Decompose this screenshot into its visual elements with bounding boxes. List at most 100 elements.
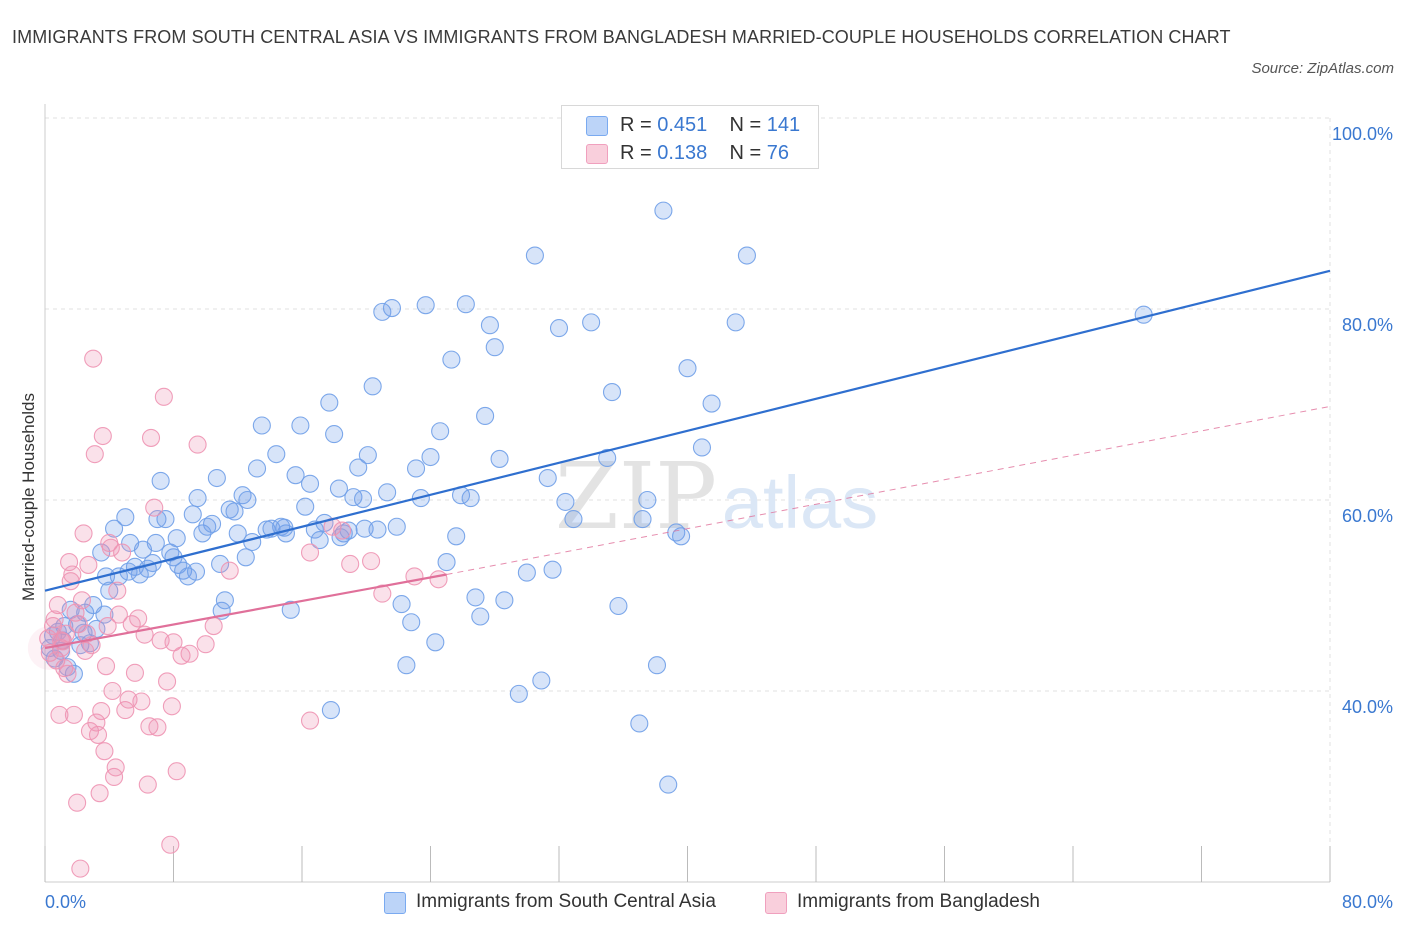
point-south-central-asia bbox=[638, 490, 657, 510]
point-bangladesh bbox=[300, 543, 320, 562]
point-south-central-asia bbox=[281, 600, 300, 619]
point-south-central-asia bbox=[702, 394, 721, 413]
point-south-central-asia bbox=[480, 316, 499, 335]
point-south-central-asia bbox=[355, 519, 374, 538]
point-south-central-asia bbox=[543, 560, 562, 579]
point-south-central-asia bbox=[207, 468, 226, 488]
r-value: 0.451 bbox=[657, 114, 708, 136]
legend-swatch-pink bbox=[586, 144, 608, 164]
point-bangladesh bbox=[71, 859, 90, 878]
point-south-central-asia bbox=[225, 502, 244, 521]
point-bangladesh bbox=[138, 775, 157, 794]
point-bangladesh bbox=[188, 435, 207, 454]
point-bangladesh bbox=[95, 742, 114, 761]
point-bangladesh bbox=[109, 605, 128, 624]
series-legend-label: Immigrants from Bangladesh bbox=[797, 891, 1040, 912]
point-bangladesh bbox=[154, 387, 173, 406]
point-south-central-asia bbox=[296, 497, 315, 516]
point-bangladesh bbox=[98, 617, 117, 636]
point-bangladesh bbox=[85, 445, 104, 464]
point-south-central-asia bbox=[509, 684, 528, 703]
point-south-central-asia bbox=[105, 519, 124, 538]
point-bangladesh bbox=[180, 644, 199, 663]
point-bangladesh bbox=[141, 428, 161, 447]
point-bangladesh bbox=[162, 697, 181, 716]
y-tick-label: 80.0% bbox=[1342, 315, 1393, 335]
point-south-central-asia bbox=[64, 664, 83, 683]
x-tick-label: 80.0% bbox=[1342, 892, 1393, 912]
point-south-central-asia bbox=[416, 296, 435, 315]
n-value: 141 bbox=[766, 114, 801, 136]
trend-layer bbox=[44, 269, 1331, 650]
point-south-central-asia bbox=[659, 775, 678, 794]
trend-line-south-central-asia bbox=[44, 269, 1331, 592]
point-bangladesh bbox=[167, 762, 186, 781]
point-south-central-asia bbox=[437, 553, 456, 572]
point-bangladesh bbox=[101, 538, 120, 557]
point-south-central-asia bbox=[633, 510, 652, 529]
point-south-central-asia bbox=[426, 633, 445, 652]
point-south-central-asia bbox=[156, 510, 175, 529]
point-south-central-asia bbox=[186, 562, 206, 581]
point-south-central-asia bbox=[654, 201, 673, 220]
point-south-central-asia bbox=[471, 607, 490, 626]
point-bangladesh bbox=[108, 581, 127, 600]
y-tick-label: 60.0% bbox=[1342, 506, 1393, 526]
point-south-central-asia bbox=[238, 490, 257, 510]
point-bangladesh bbox=[125, 663, 144, 682]
point-bangladesh bbox=[132, 692, 151, 711]
n-value: 76 bbox=[766, 142, 790, 164]
point-south-central-asia bbox=[167, 529, 186, 548]
point-south-central-asia bbox=[247, 459, 267, 478]
y-axis-label: Married-couple Households bbox=[19, 393, 38, 601]
point-bangladesh bbox=[50, 705, 69, 724]
point-bangladesh bbox=[92, 702, 111, 721]
r-label: R = bbox=[620, 114, 652, 136]
point-south-central-asia bbox=[325, 425, 344, 444]
point-south-central-asia bbox=[495, 591, 514, 610]
r-value: 0.138 bbox=[657, 142, 708, 164]
point-south-central-asia bbox=[310, 531, 329, 550]
point-bangladesh bbox=[220, 561, 239, 580]
point-south-central-asia bbox=[672, 527, 691, 546]
point-south-central-asia bbox=[378, 483, 397, 502]
point-south-central-asia bbox=[203, 514, 222, 533]
point-bangladesh bbox=[145, 498, 164, 517]
point-bangladesh bbox=[129, 609, 148, 628]
point-south-central-asia bbox=[630, 714, 649, 733]
point-bangladesh bbox=[113, 543, 132, 562]
point-bangladesh bbox=[300, 711, 320, 730]
point-south-central-asia bbox=[447, 527, 466, 546]
point-bangladesh bbox=[116, 701, 135, 720]
point-south-central-asia bbox=[300, 474, 320, 493]
point-south-central-asia bbox=[392, 595, 411, 614]
point-bangladesh bbox=[333, 521, 352, 540]
point-south-central-asia bbox=[692, 438, 712, 457]
point-south-central-asia bbox=[243, 532, 262, 552]
point-south-central-asia bbox=[291, 416, 310, 435]
point-south-central-asia bbox=[188, 489, 207, 508]
n-label: N = bbox=[729, 142, 762, 164]
point-bangladesh bbox=[45, 610, 64, 629]
point-bangladesh bbox=[204, 617, 223, 636]
point-bangladesh bbox=[84, 349, 103, 368]
watermark-zip: ZIP bbox=[555, 443, 717, 550]
point-bangladesh bbox=[74, 524, 93, 543]
legend-swatch-blue bbox=[586, 116, 608, 136]
point-south-central-asia bbox=[532, 671, 551, 690]
point-south-central-asia bbox=[647, 656, 667, 675]
point-south-central-asia bbox=[116, 508, 135, 527]
point-south-central-asia bbox=[321, 701, 340, 720]
point-south-central-asia bbox=[556, 492, 575, 511]
point-south-central-asia bbox=[737, 246, 756, 265]
point-bangladesh bbox=[63, 565, 82, 584]
chart-title: IMMIGRANTS FROM SOUTH CENTRAL ASIA VS IM… bbox=[12, 27, 1231, 47]
point-south-central-asia bbox=[490, 449, 509, 468]
point-south-central-asia bbox=[267, 445, 286, 464]
point-south-central-asia bbox=[402, 613, 421, 632]
point-south-central-asia bbox=[320, 393, 339, 412]
point-bangladesh bbox=[90, 784, 109, 803]
x-tick-label: 0.0% bbox=[45, 892, 86, 912]
y-tick-label: 40.0% bbox=[1342, 697, 1393, 717]
